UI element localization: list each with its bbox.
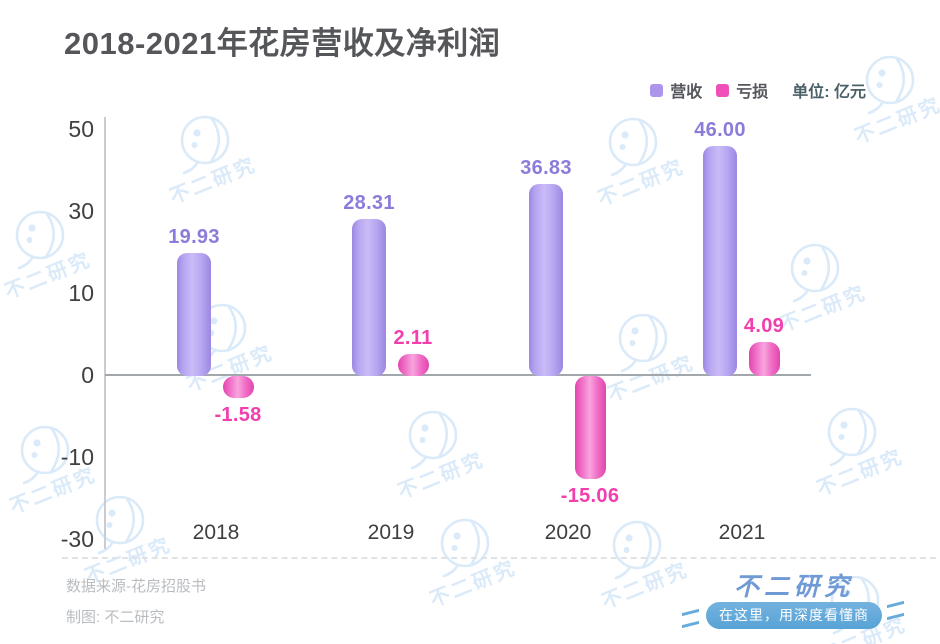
legend-loss-swatch-icon [716,83,730,97]
bar-revenue-2018 [177,253,211,376]
brand-watermark-icon: 不二研究 [1,207,134,317]
loss-value-label-2020: -15.06 [560,484,620,507]
brand-watermark-icon: 不二研究 [776,240,909,350]
y-tick-label: 50 [68,116,94,142]
chart-title: 2018-2021年花房营收及净利润 [64,26,501,61]
loss-value-label-2019: 2.11 [393,327,433,349]
bar-loss-2018 [223,376,254,398]
revenue-value-label-2018: 19.93 [168,226,220,249]
x-axis-label-2020: 2020 [544,521,592,544]
y-tick-label: 10 [68,280,94,306]
bar-loss-2020 [575,376,606,479]
brand-watermark-icon: 不二研究 [594,114,727,224]
brand-watermark-icon: 不二研究 [426,515,559,625]
brand-watermark-icon: 不二研究 [813,404,940,514]
unit-label: 单位: 亿元 [792,84,866,101]
chart-legend: 营收 亏损 单位: 亿元 [650,78,866,102]
x-axis-label-2021: 2021 [718,521,766,544]
y-tick-label: 0 [81,362,94,388]
loss-value-label-2021: 4.09 [743,315,785,338]
legend-revenue-label: 营收 [670,84,703,101]
revenue-value-label-2021: 46.00 [694,119,746,142]
bar-loss-2021 [749,342,780,376]
revenue-value-label-2020: 36.83 [520,156,572,179]
brand-logo-text: 不二研究 [733,573,854,601]
x-axis-label-2018: 2018 [192,521,240,544]
y-tick-label: -30 [60,526,94,552]
legend-loss-label: 亏损 [736,84,769,101]
bar-loss-2019 [398,354,429,376]
brand-tagline-badge: 在这里，用深度看懂商业。 [706,602,882,644]
brand-watermark-icon: 不二研究 [604,310,737,420]
chart-credit-note: 制图: 不二研究 [66,609,165,626]
bar-revenue-2021 [703,146,737,376]
zero-baseline [105,374,811,376]
bar-revenue-2019 [352,218,386,376]
footer-divider-line [62,557,936,559]
y-axis-line [104,117,106,549]
x-axis-label-2019: 2019 [367,521,415,544]
data-source-note: 数据来源-花房招股书 [66,578,206,595]
brand-watermark-icon: 不二研究 [851,52,940,162]
brand-watermark-icon: 不二研究 [394,407,527,517]
brand-watermark-icon: 不二研究 [598,517,731,627]
brand-watermark-icon: 不二研究 [166,112,299,222]
loss-value-label-2018: -1.58 [214,404,262,426]
brand-watermark-icon: 不二研究 [81,492,214,602]
bar-revenue-2020 [529,183,563,376]
brand-watermark-icon: 不二研究 [6,422,139,532]
legend-revenue-swatch-icon [650,83,664,97]
y-tick-label: 30 [68,198,94,224]
revenue-value-label-2019: 28.31 [343,191,395,214]
y-tick-label: -10 [60,444,94,470]
